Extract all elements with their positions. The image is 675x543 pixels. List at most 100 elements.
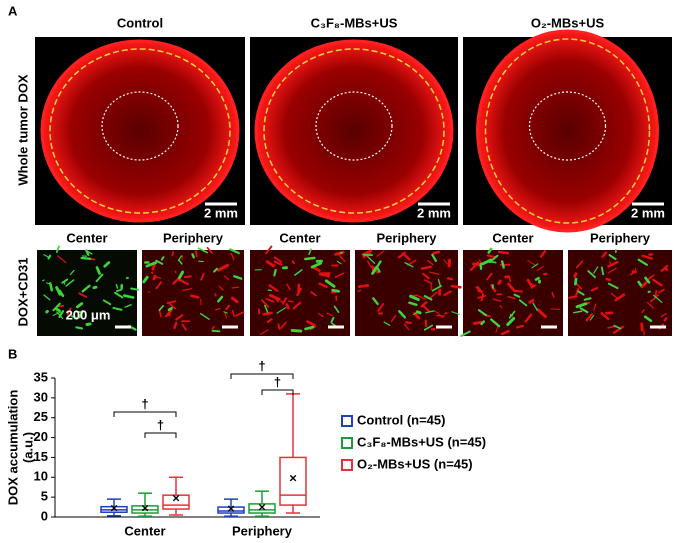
texture bbox=[507, 295, 516, 300]
texture bbox=[518, 299, 528, 307]
texture bbox=[415, 310, 422, 315]
texture bbox=[481, 258, 493, 266]
texture bbox=[231, 286, 240, 289]
sub-label: Periphery bbox=[590, 230, 651, 245]
texture bbox=[612, 325, 625, 334]
tumor bbox=[476, 29, 659, 233]
outline bbox=[484, 38, 651, 224]
texture bbox=[608, 254, 617, 261]
scale-label: 2 mm bbox=[204, 205, 238, 220]
texture bbox=[536, 265, 544, 271]
texture bbox=[265, 298, 275, 303]
texture bbox=[376, 267, 381, 273]
micro-image bbox=[37, 250, 137, 336]
texture bbox=[175, 314, 184, 321]
texture bbox=[528, 298, 535, 304]
texture bbox=[587, 270, 596, 279]
texture bbox=[532, 302, 538, 311]
texture bbox=[413, 311, 420, 320]
texture bbox=[195, 250, 198, 258]
texture bbox=[92, 285, 98, 290]
y-tick-label: 35 bbox=[34, 369, 48, 384]
texture bbox=[235, 311, 245, 317]
texture bbox=[589, 314, 595, 321]
column-title: O₂-MBs+US bbox=[531, 15, 605, 30]
box bbox=[217, 506, 245, 514]
panel-label: A bbox=[8, 3, 18, 18]
texture bbox=[497, 279, 502, 285]
texture bbox=[285, 303, 290, 310]
texture bbox=[225, 304, 230, 311]
texture bbox=[607, 267, 617, 274]
texture bbox=[490, 318, 501, 328]
texture bbox=[641, 254, 653, 260]
texture bbox=[260, 329, 269, 335]
texture bbox=[290, 329, 303, 333]
texture bbox=[75, 326, 84, 330]
texture bbox=[124, 304, 132, 308]
center-roi bbox=[315, 91, 393, 161]
texture bbox=[498, 250, 510, 255]
texture bbox=[318, 313, 324, 318]
texture bbox=[409, 294, 420, 302]
texture bbox=[333, 305, 340, 314]
mean-marker: × bbox=[289, 471, 297, 486]
texture bbox=[451, 311, 460, 315]
texture bbox=[231, 296, 239, 304]
texture bbox=[524, 313, 533, 323]
texture bbox=[590, 287, 599, 292]
x-tick-label: Center bbox=[124, 523, 165, 538]
texture bbox=[607, 260, 619, 268]
tumor bbox=[40, 39, 240, 223]
texture bbox=[178, 278, 190, 286]
texture bbox=[417, 295, 427, 300]
micro-image bbox=[142, 250, 244, 336]
x-tick-label: Periphery bbox=[232, 523, 293, 538]
texture bbox=[265, 245, 273, 255]
texture bbox=[211, 325, 216, 330]
texture bbox=[637, 258, 648, 266]
texture bbox=[376, 250, 385, 257]
sub-label: Periphery bbox=[163, 230, 224, 245]
texture bbox=[607, 282, 619, 290]
texture bbox=[663, 267, 669, 271]
texture bbox=[102, 299, 112, 306]
texture bbox=[213, 267, 219, 273]
texture bbox=[43, 254, 50, 258]
texture bbox=[390, 314, 397, 322]
texture bbox=[54, 307, 61, 313]
texture bbox=[432, 250, 440, 255]
texture bbox=[130, 287, 139, 291]
texture bbox=[294, 269, 303, 276]
texture bbox=[487, 247, 493, 254]
texture bbox=[658, 288, 665, 294]
outline bbox=[49, 48, 231, 214]
texture bbox=[443, 259, 449, 265]
bracket bbox=[230, 373, 294, 379]
texture bbox=[443, 290, 452, 297]
texture bbox=[531, 263, 539, 269]
bracket bbox=[144, 432, 177, 438]
texture bbox=[420, 265, 432, 270]
texture bbox=[66, 307, 72, 316]
texture bbox=[423, 324, 434, 331]
texture bbox=[572, 310, 583, 314]
texture bbox=[158, 309, 162, 318]
texture bbox=[177, 270, 185, 280]
texture bbox=[652, 278, 663, 287]
texture bbox=[264, 304, 269, 313]
texture bbox=[527, 281, 535, 286]
texture bbox=[480, 320, 486, 326]
texture bbox=[539, 250, 547, 258]
texture bbox=[286, 283, 291, 291]
y-tick-label: 10 bbox=[34, 469, 48, 484]
tumor bbox=[254, 39, 454, 223]
texture bbox=[431, 253, 438, 262]
texture bbox=[499, 304, 503, 309]
texture bbox=[629, 271, 637, 276]
texture bbox=[81, 284, 91, 293]
texture bbox=[273, 256, 283, 263]
y-tick-label: 15 bbox=[34, 449, 48, 464]
texture bbox=[450, 284, 462, 289]
